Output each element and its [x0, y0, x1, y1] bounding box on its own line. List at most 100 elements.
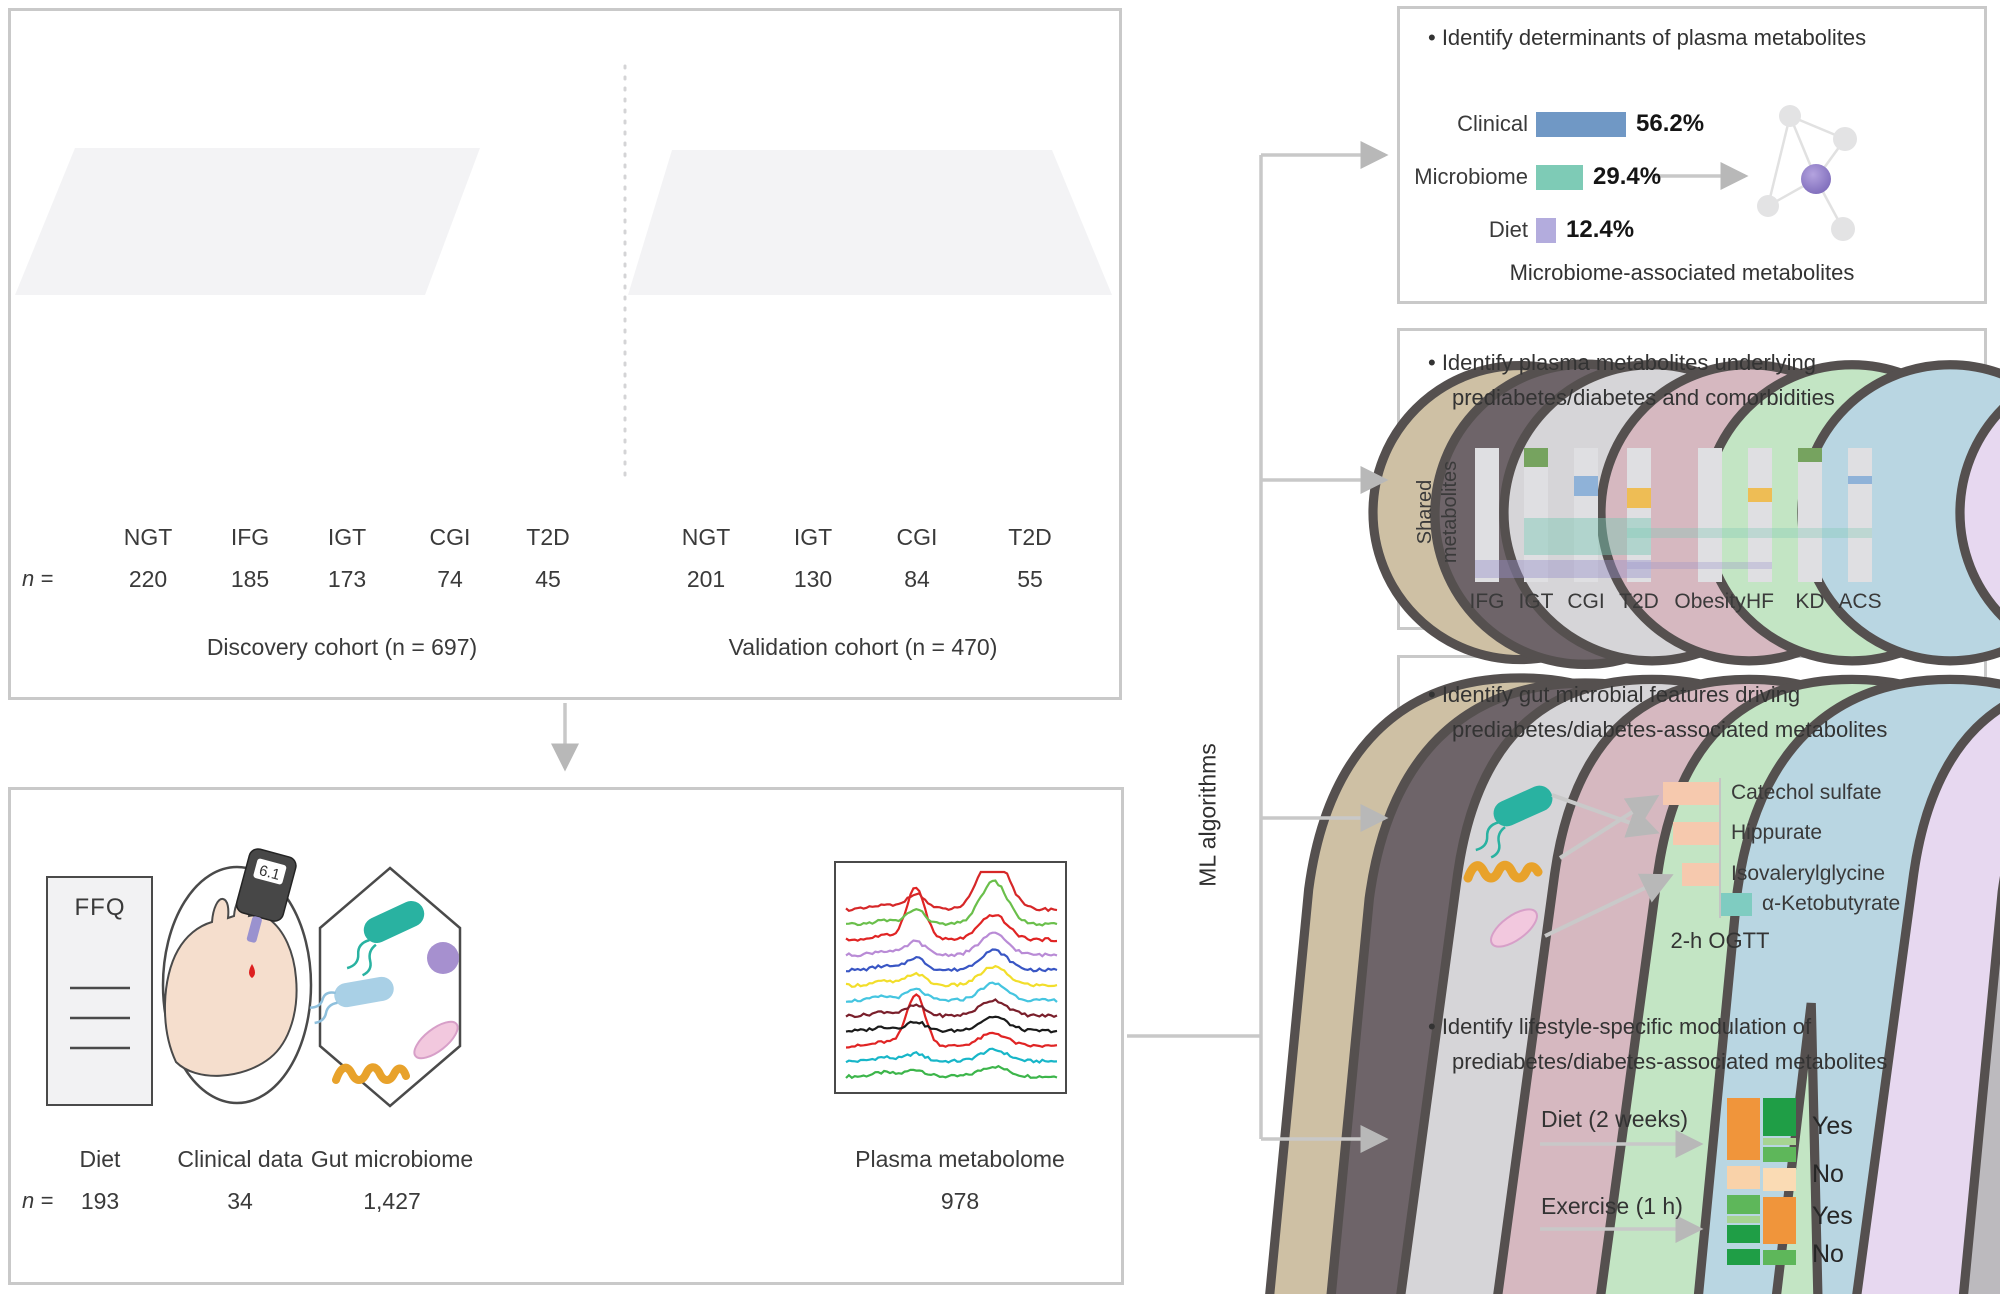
- oval-microbe-icon: [1490, 908, 1538, 948]
- condition-column: [1798, 448, 1822, 582]
- determinant-value: 56.2%: [1636, 110, 1705, 137]
- validation-cohort-caption: Validation cohort (n = 470): [728, 634, 998, 660]
- spectrum-trace: [845, 964, 1058, 988]
- spectrum-trace: [845, 886, 1058, 943]
- glucose-meter-hand-icon: 6.1: [161, 848, 313, 1105]
- heatmap-cell: [1727, 1166, 1760, 1189]
- metabolite-block: [1524, 448, 1548, 467]
- condition-column: [1574, 448, 1598, 582]
- cohort-box: [8, 8, 1122, 700]
- group-count: 201: [686, 566, 726, 592]
- spectrum-trace: [845, 931, 1058, 958]
- spectrum-trace: [845, 993, 1058, 1049]
- spectrum-trace: [845, 1047, 1058, 1064]
- intervention-arrows: [1540, 1130, 1704, 1243]
- heatmap-cell: [1727, 1195, 1760, 1214]
- data-type-label: Plasma metabolome: [855, 1146, 1065, 1172]
- group-label: T2D: [1008, 524, 1052, 550]
- spectrum-trace: [845, 948, 1058, 973]
- panel3-title-line1: • Identify gut microbial features drivin…: [1428, 682, 1801, 707]
- panel3-caption: 2-h OGTT: [1670, 928, 1770, 953]
- condition-label: T2D: [1619, 590, 1659, 613]
- shared-band: [1627, 528, 1872, 538]
- metabolite-bar: [1673, 822, 1719, 845]
- panel4-title-line1: • Identify lifestyle-specific modulation…: [1428, 1014, 1812, 1039]
- exercise-intervention-label: Exercise (1 h): [1541, 1193, 1683, 1219]
- determinant-value: 29.4%: [1593, 163, 1662, 190]
- heatmap-row-label: No: [1812, 1160, 1844, 1188]
- condition-label: Obesity: [1674, 590, 1746, 613]
- microbial-features-icons: [1463, 785, 1553, 948]
- determinant-label: Diet: [1488, 217, 1528, 242]
- heatmap-cell: [1727, 1098, 1760, 1160]
- condition-column: [1524, 448, 1548, 582]
- metabolite-block: [1574, 476, 1598, 496]
- condition-label: HF: [1746, 590, 1774, 613]
- metabolite-label: Catechol sulfate: [1731, 781, 1882, 804]
- heatmap-column: [1763, 1098, 1796, 1265]
- group-count: 84: [904, 566, 930, 592]
- condition-column: [1848, 448, 1872, 582]
- group-count: 45: [535, 566, 561, 592]
- group-count: 130: [793, 566, 833, 592]
- microbes-hexagon-icon: [309, 866, 462, 1108]
- determinant-label: Microbiome: [1414, 164, 1528, 189]
- heatmap-cell: [1763, 1197, 1796, 1244]
- condition-column: [1748, 448, 1772, 582]
- data-type-count: 1,427: [363, 1188, 421, 1214]
- condition-column: [1698, 448, 1722, 582]
- group-label: T2D: [526, 524, 570, 550]
- group-count: 185: [230, 566, 270, 592]
- determinant-bar: [1536, 164, 1583, 190]
- determinant-bar: [1536, 217, 1556, 243]
- data-type-label: Diet: [79, 1146, 121, 1172]
- data-type-label: Gut microbiome: [310, 1146, 474, 1172]
- metabolite-label: Isovalerylglycine: [1731, 862, 1886, 885]
- heatmap-row-label: Yes: [1812, 1112, 1853, 1140]
- group-label: CGI: [429, 524, 471, 550]
- diet-intervention-label: Diet (2 weeks): [1541, 1106, 1688, 1132]
- metabolite-block: [1848, 476, 1872, 484]
- heatmap-cell: [1727, 1249, 1760, 1265]
- shared-metabolites-chart: IFG IGT CGI T2D Obesity HF KD ACS: [1470, 448, 1955, 628]
- shared-band: [1627, 562, 1772, 569]
- determinant-row: Diet 12.4%: [1403, 216, 1635, 243]
- determinant-row: Clinical 56.2%: [1403, 110, 1705, 137]
- metabolite-network-icon: [1757, 105, 1857, 241]
- group-label: IFG: [230, 524, 270, 550]
- floor-shadow-validation: [628, 150, 1112, 295]
- spectrum-trace: [845, 1064, 1058, 1080]
- ffq-document-title: FFQ: [74, 894, 126, 921]
- condition-label: CGI: [1567, 590, 1605, 613]
- metabolite-label: α-Ketobutyrate: [1762, 892, 1901, 915]
- ffq-document-icon: [46, 876, 153, 1106]
- n-equals-label: n =: [22, 566, 54, 591]
- floor-shadow-discovery: [15, 148, 480, 295]
- determinant-label: Clinical: [1457, 111, 1528, 136]
- metabolite-bar: [1663, 782, 1719, 805]
- squiggle-microbe-icon: [1463, 860, 1543, 883]
- condition-column: [1475, 448, 1499, 582]
- group-count: 74: [437, 566, 463, 592]
- panel2-title-line1: • Identify plasma metabolites underlying: [1428, 350, 1817, 375]
- determinant-value: 12.4%: [1566, 216, 1635, 243]
- spectrum-trace: [845, 870, 1058, 913]
- heatmap-column: [1727, 1098, 1760, 1265]
- panel-determinants: [1397, 6, 1987, 304]
- condition-label: IGT: [1518, 590, 1554, 613]
- group-label: NGT: [681, 524, 731, 550]
- metabolite-bar: [1682, 863, 1719, 886]
- heatmap-cell: [1727, 1225, 1760, 1243]
- condition-label: KD: [1795, 590, 1825, 613]
- panel1-title: • Identify determinants of plasma metabo…: [1428, 25, 1867, 50]
- condition-label: ACS: [1838, 590, 1882, 613]
- condition-label: IFG: [1469, 590, 1505, 613]
- panel2-title-line2: prediabetes/diabetes and comorbidities: [1452, 385, 1835, 410]
- n-equals-label: n =: [22, 1188, 54, 1213]
- spectrum-trace: [845, 879, 1058, 927]
- group-label: NGT: [123, 524, 173, 550]
- panel4-title-line2: prediabetes/diabetes-associated metaboli…: [1452, 1049, 1888, 1074]
- heatmap-cell: [1763, 1250, 1796, 1265]
